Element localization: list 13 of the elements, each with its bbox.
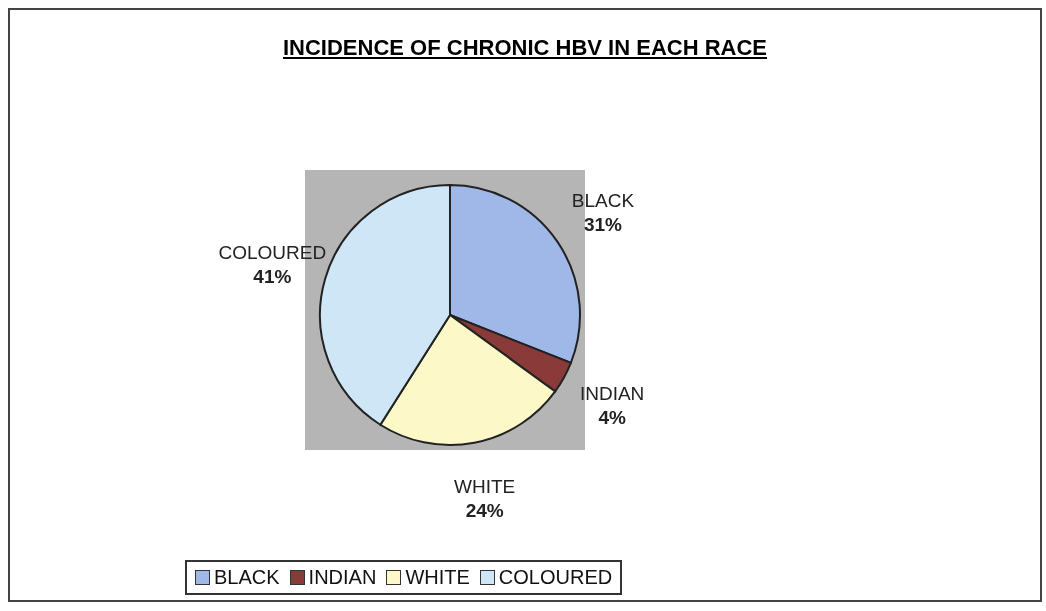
chart-title: INCIDENCE OF CHRONIC HBV IN EACH RACE	[282, 34, 768, 62]
slice-label: INDIAN	[579, 383, 645, 405]
legend-label: COLOURED	[497, 566, 613, 589]
slice-label: BLACK	[571, 190, 635, 212]
data-label: 4%	[598, 407, 626, 429]
slice-label: WHITE	[454, 475, 516, 497]
data-label: 24%	[465, 499, 504, 521]
legend-label: WHITE	[404, 566, 470, 589]
data-label: 41%	[253, 266, 292, 288]
legend-label: BLACK	[213, 566, 280, 589]
legend-label: INDIAN	[307, 566, 377, 589]
slice-label: COLOURED	[218, 242, 327, 264]
data-label: 31%	[583, 214, 623, 236]
